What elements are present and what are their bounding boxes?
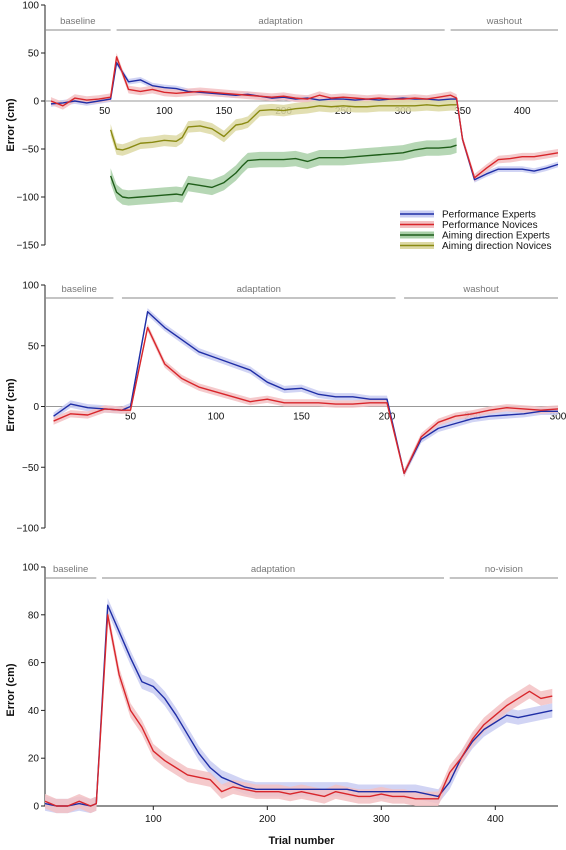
x-tick-label: 300 [373, 814, 390, 825]
legend-entry: Aiming direction Experts [442, 231, 550, 242]
x-tick-label: 50 [125, 412, 137, 423]
x-tick-label: 400 [514, 106, 531, 117]
phase-label: adaptation [251, 564, 295, 575]
legend-entry: Performance Novices [442, 220, 538, 231]
x-tick-label: 150 [216, 106, 233, 117]
y-tick-label: −100 [16, 193, 39, 204]
y-axis-label: Error (cm) [5, 378, 17, 432]
y-tick-label: 100 [22, 1, 39, 12]
y-tick-label: 50 [28, 341, 40, 352]
performance-novices-line [44, 614, 553, 807]
aiming-experts-line [109, 144, 457, 199]
performance-novices-line [50, 56, 559, 179]
aiming-novices-line [109, 104, 457, 151]
phase-label: baseline [53, 564, 88, 575]
performance-experts-line [44, 604, 553, 807]
y-tick-label: 20 [28, 754, 40, 765]
x-tick-label: 200 [259, 814, 276, 825]
x-tick-label: 300 [550, 412, 566, 423]
y-tick-label: 60 [28, 658, 40, 669]
x-tick-label: 100 [208, 412, 225, 423]
y-tick-label: 100 [22, 281, 39, 292]
x-tick-label: 350 [454, 106, 471, 117]
performance-experts-band [45, 598, 553, 814]
x-tick-label: 400 [487, 814, 504, 825]
y-tick-label: 0 [33, 97, 39, 108]
phase-label: washout [462, 284, 499, 295]
y-tick-label: 0 [33, 802, 39, 813]
y-axis-label: Error (cm) [5, 98, 17, 152]
y-tick-label: −150 [16, 241, 39, 252]
aiming-experts-band [110, 137, 457, 206]
x-axis-label: Trial number [268, 835, 335, 847]
performance-novices-band [45, 607, 553, 814]
phase-label: no-vision [485, 564, 523, 575]
y-tick-label: 100 [22, 563, 39, 574]
y-tick-label: −50 [22, 463, 39, 474]
x-tick-label: 100 [156, 106, 173, 117]
y-tick-label: −50 [22, 145, 39, 156]
y-tick-label: 80 [28, 610, 40, 621]
y-axis-label: Error (cm) [5, 663, 17, 717]
panel-3: 0 20 40 60 80 100 Error (cm) 100 200 300 400 Trial … [5, 563, 558, 847]
phase-label: adaptation [237, 284, 281, 295]
phase-label: washout [486, 16, 523, 27]
phase-label: adaptation [258, 16, 302, 27]
y-tick-label: 40 [28, 706, 40, 717]
performance-experts-band [53, 308, 559, 477]
legend-entry: Aiming direction Novices [442, 241, 552, 252]
y-tick-label: 50 [28, 49, 40, 60]
performance-novices-line [53, 326, 559, 475]
performance-experts-line [53, 311, 558, 475]
x-tick-label: 200 [379, 412, 396, 423]
x-tick-label: 100 [145, 814, 162, 825]
x-tick-label: 50 [99, 106, 111, 117]
y-tick-label: 0 [33, 402, 39, 413]
legend-entry: Performance Experts [442, 210, 536, 221]
phase-label: baseline [60, 16, 95, 27]
y-tick-label: −100 [16, 524, 39, 535]
performance-novices-band [53, 323, 559, 477]
phase-label: baseline [62, 284, 97, 295]
x-tick-label: 150 [293, 412, 310, 423]
